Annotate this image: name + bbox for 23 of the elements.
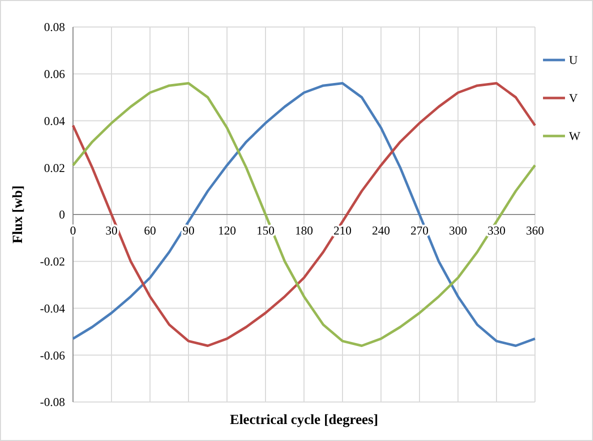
legend-label: V — [569, 91, 578, 106]
y-tick-label: 0.02 — [44, 160, 65, 175]
x-tick-label: 60 — [144, 224, 156, 238]
y-tick-label: 0.04 — [44, 114, 65, 128]
legend-label: U — [569, 53, 578, 68]
y-tick-label: 0.06 — [44, 67, 65, 82]
x-tick-label: 90 — [182, 224, 194, 238]
x-tick-label: 180 — [295, 224, 313, 238]
y-tick-label: -0.02 — [40, 254, 65, 269]
x-tick-label: 360 — [526, 224, 544, 238]
x-tick-label: 0 — [70, 224, 76, 238]
y-tick-label: 0.08 — [44, 20, 65, 34]
x-tick-label: 240 — [372, 224, 390, 238]
y-tick-label: 0 — [59, 208, 65, 222]
x-tick-label: 300 — [449, 224, 467, 238]
x-axis-title: Electrical cycle [degrees] — [230, 413, 378, 428]
y-tick-label: -0.06 — [40, 348, 65, 362]
y-tick-label: -0.08 — [40, 395, 65, 410]
x-tick-label: 30 — [106, 224, 118, 238]
y-axis-title: Flux [wb] — [11, 186, 26, 244]
x-tick-label: 120 — [218, 224, 236, 238]
legend-label: W — [569, 129, 581, 144]
y-tick-label: -0.04 — [40, 301, 65, 316]
